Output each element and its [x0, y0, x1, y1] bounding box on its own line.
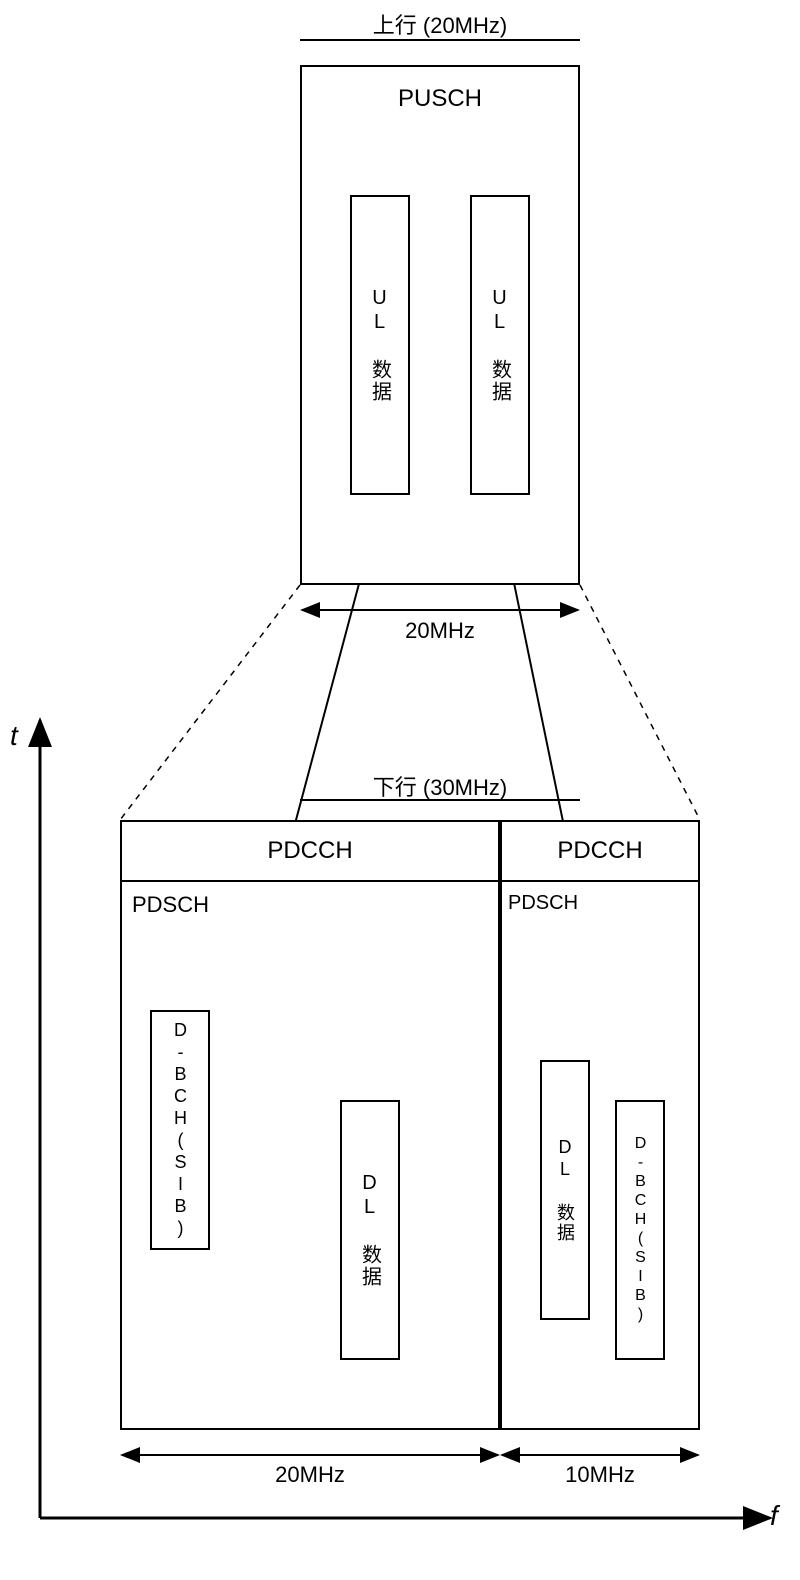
uplink-title: 上行 (20MHz) — [310, 8, 570, 40]
diagram-canvas: 上行 (20MHz) — [0, 0, 800, 1580]
dl-left-data-label: DL 数据 — [356, 1172, 385, 1288]
dl-right-data-label: DL 数据 — [552, 1137, 578, 1243]
dl-right-dbch-label: D-BCH(SIB) — [631, 1135, 649, 1325]
f-axis-label: f — [770, 1500, 778, 1532]
ul-data-2: UL 数据 — [470, 195, 530, 495]
dl-left-dbch: D-BCH(SIB) — [150, 1010, 210, 1250]
downlink-title: 下行 (30MHz) — [310, 770, 570, 802]
dl-right-pdsch-label: PDSCH — [508, 892, 578, 915]
dl-right-data: DL 数据 — [540, 1060, 590, 1320]
dl-left-pdsch-label: PDSCH — [132, 892, 209, 918]
dl-right-pdcch-label: PDCCH — [557, 837, 642, 865]
dl-left-data: DL 数据 — [340, 1100, 400, 1360]
dl-right-width-label: 10MHz — [500, 1462, 700, 1488]
pusch-label: PUSCH — [302, 85, 578, 113]
downlink-right-box: PDCCH PDSCH — [500, 820, 700, 1430]
ul-data-2-label: UL 数据 — [486, 287, 515, 403]
dl-left-pdcch-label: PDCCH — [267, 837, 352, 865]
ul-data-1-label: UL 数据 — [366, 287, 395, 403]
dl-left-width-label: 20MHz — [120, 1462, 500, 1488]
uplink-width-label: 20MHz — [300, 618, 580, 644]
uplink-pusch-box: PUSCH — [300, 65, 580, 585]
dl-right-dbch: D-BCH(SIB) — [615, 1100, 665, 1360]
dl-right-pdcch-row: PDCCH — [502, 822, 698, 882]
dl-left-pdcch-row: PDCCH — [122, 822, 498, 882]
ul-data-1: UL 数据 — [350, 195, 410, 495]
dl-left-dbch-label: D-BCH(SIB) — [170, 1020, 191, 1240]
t-axis-label: t — [10, 720, 18, 752]
